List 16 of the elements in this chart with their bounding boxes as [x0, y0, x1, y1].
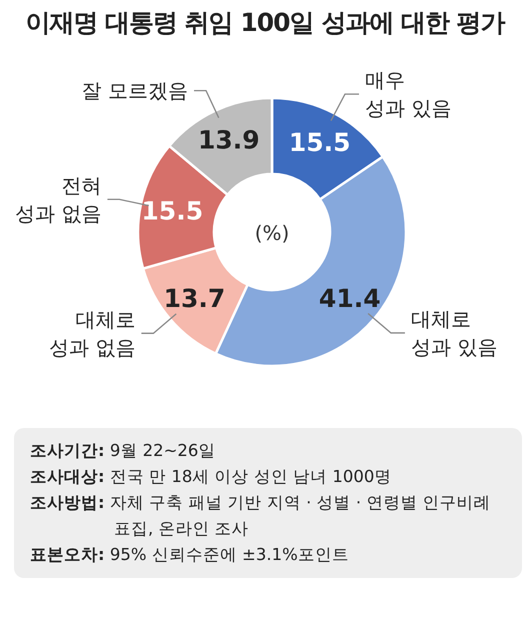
text: 조사대상: 전국 만 18세 이상 성인 남녀 1000명 [30, 466, 392, 488]
slice-label: 잘 모르겠음 [82, 78, 188, 103]
data-label: 13.7 [164, 284, 226, 314]
text: 표본오차: 95% 신뢰수준에 ±3.1%포인트 [30, 544, 350, 566]
data-label: 15.5 [141, 196, 204, 226]
data-label: 41.4 [318, 284, 381, 313]
slice-label: 대체로 성과 없음 [49, 307, 136, 360]
text: 조사기간: 9월 22~26일 [30, 440, 216, 462]
text: (%) [254, 221, 290, 245]
text: 조사방법: 자체 구축 패널 기반 지역 · 성별 · 연령별 인구비례 표집, 온라인 조사 [30, 492, 492, 540]
data-label: 15.5 [288, 128, 351, 157]
data-label: 13.9 [198, 126, 260, 155]
chart-title: 이재명 대통령 취임 100일 성과에 대한 평가 [24, 7, 506, 39]
slice-label: 매우 성과 있음 [364, 68, 452, 120]
slice-label: 대체로 성과 있음 [410, 306, 498, 359]
slice-label: 전혀 성과 없음 [15, 173, 102, 226]
